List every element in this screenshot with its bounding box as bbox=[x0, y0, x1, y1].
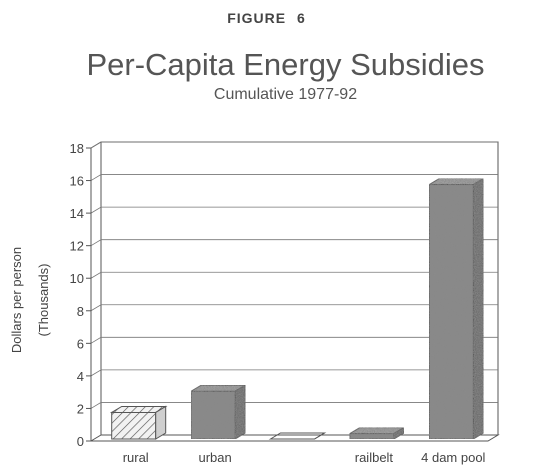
chart-title: Per-Capita Energy Subsidies bbox=[86, 47, 485, 82]
bar-4-dam-pool bbox=[427, 177, 486, 440]
figure-label: FIGURE 6 bbox=[227, 10, 306, 26]
bar-front bbox=[349, 433, 395, 440]
gridline bbox=[90, 336, 498, 344]
y-tick-label: 12 bbox=[70, 239, 84, 254]
gridline bbox=[90, 402, 498, 409]
x-tick-label: 4 dam pool bbox=[421, 450, 485, 465]
bar-side bbox=[314, 432, 325, 440]
x-tick-label: railbelt bbox=[355, 450, 394, 465]
bar-rural bbox=[109, 405, 168, 440]
x-tick-label: rural bbox=[123, 450, 149, 465]
y-tick-label: 14 bbox=[70, 206, 84, 221]
bar-side bbox=[234, 384, 246, 440]
bar-side bbox=[472, 177, 484, 440]
gridline bbox=[90, 206, 498, 214]
y-tick-label: 0 bbox=[77, 434, 84, 449]
y-tick-label: 18 bbox=[70, 141, 84, 156]
bars-layer bbox=[109, 177, 486, 440]
gridline bbox=[90, 304, 498, 312]
y-tick-label: 4 bbox=[77, 369, 84, 384]
y-tick-label: 8 bbox=[77, 304, 84, 319]
x-tick-label: urban bbox=[198, 450, 231, 465]
y-tick-label: 10 bbox=[70, 271, 84, 286]
gridline bbox=[90, 141, 498, 149]
bar-empty bbox=[268, 432, 327, 440]
gridline bbox=[90, 174, 498, 181]
gridline bbox=[90, 271, 498, 279]
bar-front bbox=[190, 390, 236, 440]
bar-railbelt bbox=[348, 426, 406, 440]
axes-layer bbox=[86, 141, 500, 442]
bar-side bbox=[155, 405, 167, 440]
y-axis-label-line2: (Thousands) bbox=[36, 264, 51, 337]
y-axis-label-line1: Dollars per person bbox=[9, 247, 24, 353]
chart-subtitle: Cumulative 1977-92 bbox=[213, 86, 358, 103]
gridline bbox=[90, 369, 498, 377]
floor-outline bbox=[90, 434, 500, 442]
labels-layer: 0 2 4 6 8 10 12 14 16 18 rural urban railbelt 4 dam p… bbox=[70, 141, 486, 465]
bar-front bbox=[111, 411, 157, 440]
bar-side bbox=[393, 426, 405, 440]
y-tick-label: 2 bbox=[77, 401, 84, 416]
y-tick-label: 16 bbox=[70, 174, 84, 189]
bar-urban bbox=[189, 384, 247, 440]
y-tick-label: 6 bbox=[77, 336, 84, 351]
gridline bbox=[90, 239, 498, 247]
bar-front bbox=[428, 184, 474, 440]
